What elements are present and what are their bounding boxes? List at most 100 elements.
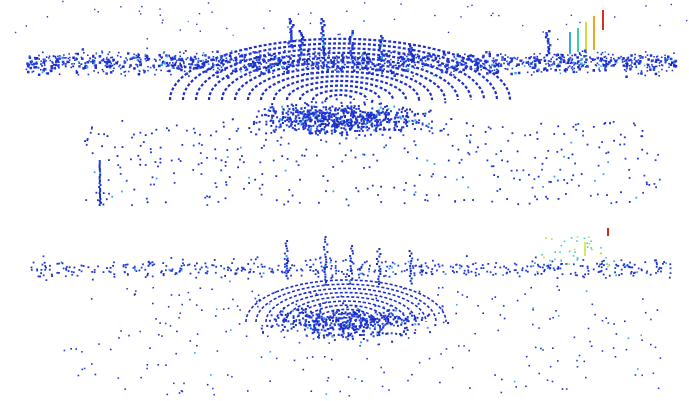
point xyxy=(599,70,601,72)
point xyxy=(393,318,395,320)
point xyxy=(288,121,290,123)
point xyxy=(491,64,494,67)
point xyxy=(125,57,127,59)
point xyxy=(581,58,584,61)
point xyxy=(584,361,586,363)
point xyxy=(584,238,586,240)
point xyxy=(443,271,445,273)
point xyxy=(577,236,579,238)
point xyxy=(469,142,471,144)
point xyxy=(379,268,381,270)
point xyxy=(377,344,379,346)
point xyxy=(328,318,330,320)
point xyxy=(506,272,508,274)
point xyxy=(170,325,172,327)
point xyxy=(576,71,578,73)
point xyxy=(282,66,285,69)
point xyxy=(269,63,272,66)
point xyxy=(584,61,586,63)
point xyxy=(169,269,171,271)
point xyxy=(325,264,327,266)
point xyxy=(455,264,457,266)
point xyxy=(207,271,209,273)
point xyxy=(474,64,477,67)
point xyxy=(591,58,593,60)
point xyxy=(291,54,293,56)
point xyxy=(313,115,315,117)
point xyxy=(522,267,524,269)
point xyxy=(314,51,316,53)
point xyxy=(402,69,405,72)
point xyxy=(332,62,335,64)
point xyxy=(516,264,518,266)
point xyxy=(256,52,258,54)
point xyxy=(278,265,280,267)
point xyxy=(532,309,534,311)
point xyxy=(369,61,371,63)
point xyxy=(538,373,540,375)
point xyxy=(606,263,608,265)
point xyxy=(161,270,163,272)
point xyxy=(306,264,308,266)
point xyxy=(346,273,348,275)
point xyxy=(317,332,319,334)
point xyxy=(373,129,375,131)
point xyxy=(347,332,349,334)
point xyxy=(560,263,562,265)
point xyxy=(469,387,471,389)
point xyxy=(558,289,560,291)
point xyxy=(98,11,99,12)
point xyxy=(552,381,554,383)
point xyxy=(578,64,580,66)
point xyxy=(283,129,285,131)
point xyxy=(301,275,303,277)
point xyxy=(647,58,650,61)
point xyxy=(305,149,307,151)
point xyxy=(227,62,229,64)
point xyxy=(57,56,59,58)
point xyxy=(609,123,611,125)
point xyxy=(273,111,275,113)
point xyxy=(185,50,187,52)
point xyxy=(528,62,530,64)
point xyxy=(152,176,154,178)
point xyxy=(667,56,670,59)
point xyxy=(354,130,356,132)
point xyxy=(494,374,496,376)
point xyxy=(181,144,183,146)
point xyxy=(39,276,41,278)
point xyxy=(214,259,216,261)
point xyxy=(48,57,50,59)
point xyxy=(200,66,203,69)
point xyxy=(471,271,473,273)
point xyxy=(71,271,73,273)
point xyxy=(546,157,548,159)
point xyxy=(121,191,123,193)
point xyxy=(271,103,273,105)
point xyxy=(373,335,375,337)
point xyxy=(43,274,45,276)
point xyxy=(494,266,496,268)
point xyxy=(233,35,234,36)
point xyxy=(292,105,294,107)
point xyxy=(544,269,546,271)
point xyxy=(430,110,432,112)
point xyxy=(313,321,315,323)
point xyxy=(598,69,600,71)
point xyxy=(634,124,636,126)
point xyxy=(656,262,658,264)
point xyxy=(455,313,457,315)
point xyxy=(125,264,127,266)
point xyxy=(256,122,258,124)
point xyxy=(195,268,197,270)
point xyxy=(428,314,430,316)
point xyxy=(383,127,385,129)
point xyxy=(597,63,599,65)
point xyxy=(178,294,180,296)
point xyxy=(516,59,518,61)
point xyxy=(558,198,560,200)
point xyxy=(305,113,307,115)
point xyxy=(366,320,368,322)
point xyxy=(213,265,215,267)
point xyxy=(255,298,257,300)
